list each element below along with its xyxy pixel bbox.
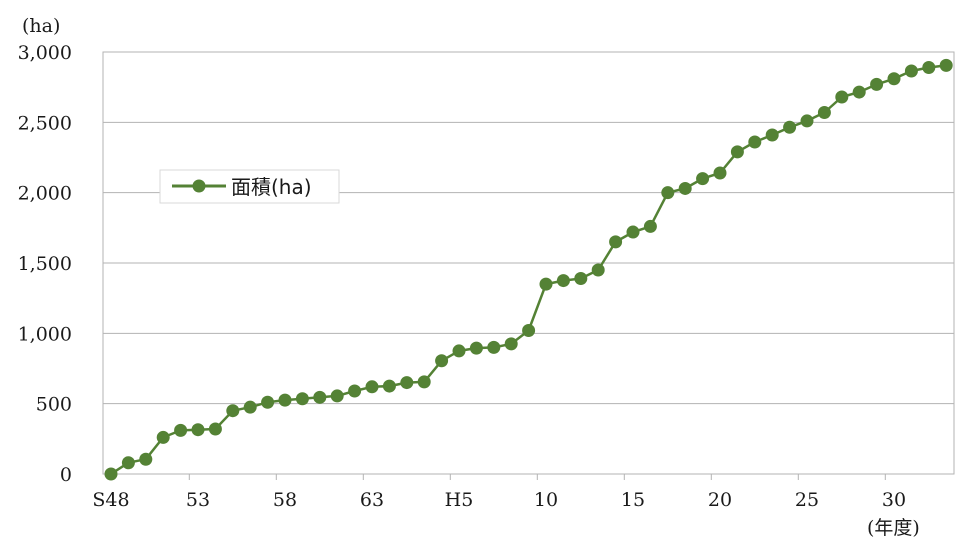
x-tick-label: H5 (445, 489, 474, 511)
data-point (139, 452, 153, 466)
data-point (922, 60, 936, 74)
data-point (887, 72, 901, 86)
data-point (574, 271, 588, 285)
x-tick-label: 20 (708, 489, 732, 511)
data-point (939, 58, 953, 72)
plot-area (102, 51, 955, 475)
data-point (661, 186, 675, 200)
data-point (226, 404, 240, 418)
y-tick-label: 1,500 (18, 253, 72, 275)
data-point (156, 430, 170, 444)
x-axis-unit-label: (年度) (867, 517, 920, 539)
data-point (295, 392, 309, 406)
data-point (730, 145, 744, 159)
data-point (835, 90, 849, 104)
x-tick-label: 25 (795, 489, 819, 511)
data-point (626, 225, 640, 239)
data-point (904, 64, 918, 78)
data-point (609, 235, 623, 249)
x-tick-label: 30 (882, 489, 906, 511)
data-point (400, 376, 414, 390)
data-point (765, 128, 779, 142)
data-point (556, 274, 570, 288)
data-point (261, 395, 275, 409)
x-tick-label: 10 (534, 489, 558, 511)
data-point (435, 354, 449, 368)
data-point (852, 85, 866, 99)
x-tick-label: 63 (360, 489, 384, 511)
data-point (487, 340, 501, 354)
data-point (713, 166, 727, 180)
data-point (522, 324, 536, 338)
y-tick-label: 500 (36, 394, 72, 416)
data-point (313, 390, 327, 404)
data-point (348, 384, 362, 398)
x-tick-label: 15 (621, 489, 645, 511)
data-point (104, 467, 118, 481)
y-axis-tick-labels: 0 500 1,000 1,500 2,000 2,500 3,000 (18, 42, 72, 486)
data-point (191, 423, 205, 437)
data-point (452, 344, 466, 358)
x-tick-label: 53 (186, 489, 210, 511)
data-point (800, 114, 814, 128)
data-point (643, 219, 657, 233)
data-point (330, 389, 344, 403)
data-point (539, 277, 553, 291)
data-point (417, 375, 431, 389)
data-point (382, 379, 396, 393)
data-point (208, 422, 222, 436)
legend-marker-swatch (192, 179, 206, 193)
data-point (504, 337, 518, 351)
y-axis-unit-label: (ha) (22, 15, 60, 37)
y-tick-label: 3,000 (18, 42, 72, 64)
data-point (121, 456, 135, 470)
data-point (870, 77, 884, 91)
data-point (591, 263, 605, 277)
data-point (748, 135, 762, 149)
y-tick-label: 0 (60, 464, 72, 486)
gridlines (103, 51, 954, 405)
legend: 面積(ha) (159, 169, 340, 204)
y-tick-label: 2,000 (18, 183, 72, 205)
data-point (174, 423, 188, 437)
data-point (678, 181, 692, 195)
data-point (783, 120, 797, 134)
y-tick-label: 2,500 (18, 112, 72, 134)
legend-label: 面積(ha) (231, 175, 312, 199)
data-point (817, 105, 831, 119)
data-point (278, 393, 292, 407)
y-tick-label: 1,000 (18, 323, 72, 345)
data-point (696, 172, 710, 186)
x-axis-tick-marks (110, 474, 886, 480)
x-tick-label: 58 (273, 489, 297, 511)
data-point (365, 380, 379, 394)
series-layer (104, 58, 953, 481)
data-point (243, 400, 257, 414)
data-point (469, 341, 483, 355)
x-axis-tick-labels: S48 53 58 63 H5 10 15 20 25 30 (92, 489, 906, 511)
x-tick-label: S48 (92, 489, 129, 511)
